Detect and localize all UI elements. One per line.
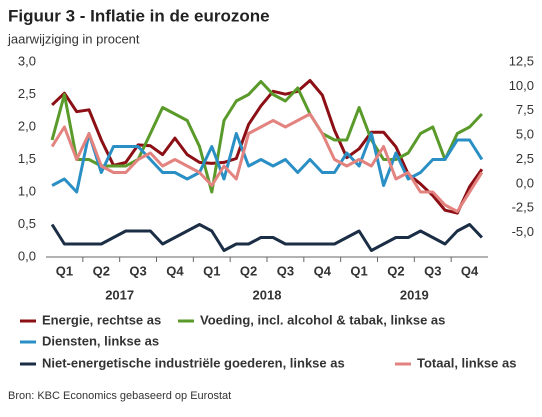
chart-title: Figuur 3 - Inflatie in de eurozone: [8, 6, 270, 25]
y-tick-label: 1,0: [18, 183, 36, 198]
x-tick-label: Q2: [240, 263, 257, 278]
x-tick-label: Q3: [129, 263, 146, 278]
legend-label: Diensten, linkse as: [42, 333, 159, 348]
y2-tick-label: 5,0: [516, 127, 534, 142]
y2-tick-label: 12,5: [509, 53, 534, 68]
y2-tick-label: 0,0: [516, 175, 534, 190]
year-label: 2017: [105, 287, 134, 302]
y2-tick-label: 10,0: [509, 78, 534, 93]
y-tick-label: 3,0: [18, 53, 36, 68]
y-tick-label: 1,5: [18, 151, 36, 166]
year-label: 2019: [400, 287, 429, 302]
series-line: [50, 80, 483, 194]
y2-tick-label: -5,0: [512, 224, 534, 239]
y-tick-label: 0,5: [18, 216, 36, 231]
y-tick-label: 0,0: [18, 248, 36, 263]
y-tick-label: 2,0: [18, 118, 36, 133]
x-tick-label: Q4: [166, 263, 184, 278]
year-label: 2018: [253, 287, 282, 302]
legend-label: Energie, rechtse as: [42, 312, 161, 327]
legend-label: Voeding, incl. alcohol & tabak, linkse a…: [200, 312, 445, 327]
chart-subtitle: jaarwijziging in procent: [7, 31, 140, 46]
y-tick-label: 2,5: [18, 86, 36, 101]
y2-tick-label: 7,5: [516, 102, 534, 117]
x-tick-label: Q2: [387, 263, 404, 278]
source: Bron: KBC Economics gebaseerd op Eurosta…: [8, 390, 231, 402]
y2-tick-label: -2,5: [512, 200, 534, 215]
legend-label: Niet-energetische industriële goederen, …: [42, 355, 345, 370]
x-tick-label: Q3: [277, 263, 294, 278]
x-tick-label: Q1: [350, 263, 367, 278]
x-tick-label: Q1: [56, 263, 73, 278]
x-tick-label: Q1: [203, 263, 220, 278]
y2-tick-label: 2,5: [516, 151, 534, 166]
x-tick-label: Q2: [93, 263, 110, 278]
legend-label: Totaal, linkse as: [417, 355, 516, 370]
series-line: [50, 223, 483, 252]
x-tick-label: Q4: [461, 263, 479, 278]
series-line: [50, 112, 484, 213]
x-tick-label: Q4: [314, 263, 332, 278]
x-tick-label: Q3: [424, 263, 441, 278]
